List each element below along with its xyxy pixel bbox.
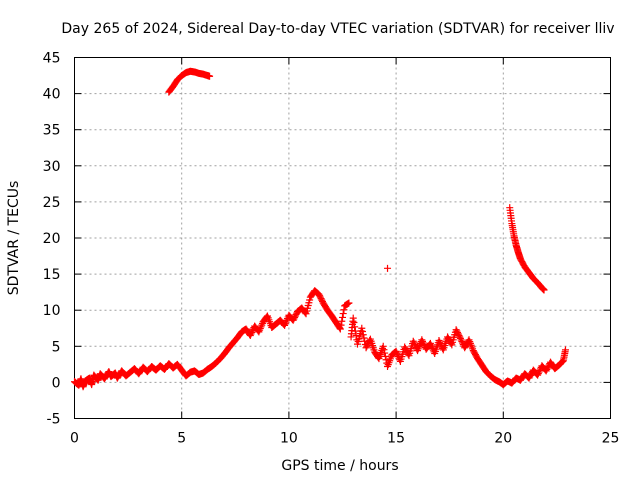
data-point: [358, 324, 366, 332]
data-point: [534, 371, 542, 379]
y-tick-label: 5: [52, 339, 61, 355]
y-tick-label: 30: [43, 159, 61, 175]
y-tick-label: 15: [43, 267, 61, 283]
data-point: [427, 341, 435, 349]
data-point: [350, 318, 358, 326]
data-point: [338, 317, 346, 325]
data-point: [447, 340, 455, 348]
y-tick-label: 35: [43, 123, 61, 139]
x-tick-label: 0: [70, 431, 79, 447]
data-point: [410, 339, 418, 347]
data-point: [534, 370, 542, 378]
data-point: [426, 339, 434, 347]
data-point: [246, 331, 254, 339]
data-point: [360, 334, 368, 342]
data-point: [339, 313, 346, 321]
data-point: [456, 334, 464, 342]
data-point: [283, 316, 291, 324]
data-point: [206, 72, 214, 80]
data-point: [381, 349, 389, 357]
data-point: [540, 286, 548, 294]
data-point: [351, 323, 359, 331]
data-point: [361, 337, 369, 345]
y-tick-label: 10: [43, 303, 61, 319]
data-point: [436, 338, 444, 346]
axis-ticks: 0 5 10 15 20 25 -5 0 5 10 15 20 25 30 35 40 45: [43, 51, 620, 447]
data-point: [380, 346, 388, 354]
data-point: [379, 342, 387, 350]
x-tick-label: 25: [602, 431, 620, 447]
data-point: [257, 323, 265, 331]
data-point: [258, 321, 266, 329]
data-point: [359, 331, 367, 339]
x-axis-label: GPS time / hours: [281, 458, 398, 474]
data-point: [419, 339, 427, 347]
data-point: [345, 299, 353, 307]
grid: [74, 57, 611, 419]
data-point: [281, 321, 289, 329]
y-axis-label: SDTVAR / TECUs: [6, 181, 22, 296]
data-point: [435, 337, 443, 345]
data-point: [456, 333, 464, 341]
data-point: [384, 264, 392, 272]
data-point: [535, 368, 543, 376]
y-tick-label: 40: [43, 87, 61, 103]
data-point: [339, 310, 347, 318]
x-tick-label: 20: [494, 431, 512, 447]
data-point: [393, 349, 401, 357]
data-point: [561, 346, 569, 354]
y-tick-label: 45: [43, 51, 61, 67]
data-point: [256, 324, 264, 332]
data-point: [458, 337, 466, 345]
y-tick-label: 20: [43, 231, 61, 247]
x-tick-label: 15: [387, 431, 405, 447]
data-point: [281, 320, 289, 328]
data-point: [340, 306, 348, 314]
data-point: [409, 337, 417, 345]
data-point: [256, 326, 264, 334]
x-tick-label: 10: [280, 431, 298, 447]
data-point: [337, 321, 345, 329]
data-point: [392, 347, 400, 355]
data-point: [255, 328, 263, 336]
data-point: [282, 318, 290, 326]
series-SDTVAR: [71, 67, 569, 391]
x-tick-label: 5: [177, 431, 186, 447]
data-point: [248, 328, 256, 336]
data-point: [411, 340, 419, 348]
data-point: [359, 327, 367, 335]
data-point: [418, 336, 426, 344]
data-point: [457, 336, 465, 344]
y-tick-label: -5: [47, 412, 61, 428]
data-point: [336, 325, 344, 333]
chart-title: Day 265 of 2024, Sidereal Day-to-day VTE…: [61, 21, 614, 37]
data-point: [349, 314, 357, 322]
data-point: [419, 337, 427, 345]
plot-frame: [74, 57, 611, 419]
data-series: [71, 67, 569, 391]
y-tick-label: 25: [43, 195, 61, 211]
y-tick-label: 0: [52, 375, 61, 391]
data-point: [247, 330, 255, 338]
